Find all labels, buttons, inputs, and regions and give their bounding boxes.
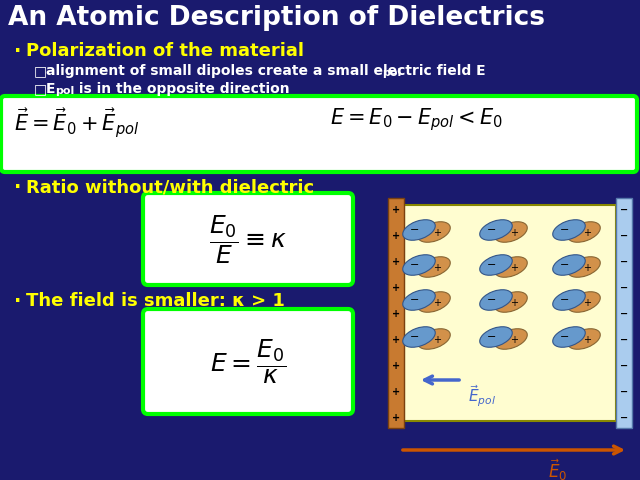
Text: −: − [487,295,497,305]
Text: Polarization of the material: Polarization of the material [26,42,304,60]
FancyBboxPatch shape [143,193,353,285]
Text: −: − [410,225,420,235]
Ellipse shape [495,222,527,242]
Text: +: + [392,413,400,423]
Text: −: − [410,295,420,305]
Text: An Atomic Description of Dielectrics: An Atomic Description of Dielectrics [8,5,545,31]
Ellipse shape [418,329,451,349]
Text: +: + [392,283,400,293]
Text: +: + [433,263,441,273]
Text: +: + [510,298,518,308]
Ellipse shape [418,257,451,277]
Text: −: − [410,260,420,270]
Text: +: + [583,335,591,345]
Text: −: − [620,335,628,345]
Ellipse shape [553,220,585,240]
Text: E: E [46,82,56,96]
Text: □: □ [34,82,47,96]
Text: $\vec{E}_{pol}$: $\vec{E}_{pol}$ [468,383,496,408]
Text: ·: · [14,292,21,311]
Text: +: + [392,335,400,345]
Ellipse shape [568,222,600,242]
FancyBboxPatch shape [1,96,637,172]
Ellipse shape [418,222,451,242]
Ellipse shape [553,255,585,275]
Ellipse shape [403,220,435,240]
Ellipse shape [553,290,585,310]
Text: −: − [620,387,628,397]
Text: $\dfrac{E_0}{E} \equiv \kappa$: $\dfrac{E_0}{E} \equiv \kappa$ [209,214,287,266]
Text: +: + [433,298,441,308]
Text: +: + [510,263,518,273]
Ellipse shape [568,292,600,312]
Text: −: − [560,260,570,270]
Text: pol: pol [382,68,401,78]
Text: −: − [410,332,420,342]
Ellipse shape [403,327,435,347]
Ellipse shape [553,327,585,347]
Text: −: − [560,225,570,235]
Ellipse shape [403,290,435,310]
Text: $\vec{E}_0$: $\vec{E}_0$ [548,458,567,480]
Text: +: + [583,263,591,273]
Text: +: + [433,228,441,238]
Text: ·: · [14,178,21,197]
Text: +: + [392,361,400,371]
Text: +: + [583,298,591,308]
Text: +: + [583,228,591,238]
Bar [388,198,404,428]
Text: +: + [510,335,518,345]
Ellipse shape [418,292,451,312]
Text: −: − [620,413,628,423]
Ellipse shape [480,290,512,310]
Bar [616,198,632,428]
Text: −: − [487,225,497,235]
Bar [404,205,616,421]
Ellipse shape [568,329,600,349]
Text: Ratio without/with dielectric: Ratio without/with dielectric [26,178,314,196]
Ellipse shape [495,292,527,312]
Text: −: − [487,260,497,270]
Text: +: + [392,309,400,319]
Ellipse shape [568,257,600,277]
Text: −: − [620,361,628,371]
Ellipse shape [480,220,512,240]
Ellipse shape [495,257,527,277]
Text: −: − [620,309,628,319]
Text: −: − [560,295,570,305]
Text: The field is smaller: κ > 1: The field is smaller: κ > 1 [26,292,285,310]
Text: −: − [487,332,497,342]
Text: $\vec{E} = \vec{E}_0 + \vec{E}_{pol}$: $\vec{E} = \vec{E}_0 + \vec{E}_{pol}$ [14,106,140,140]
Text: +: + [392,231,400,241]
Text: −: − [560,332,570,342]
Ellipse shape [480,255,512,275]
Text: $E = E_0 - E_{pol} < E_0$: $E = E_0 - E_{pol} < E_0$ [330,106,503,133]
Ellipse shape [480,327,512,347]
Text: −: − [620,257,628,267]
Text: +: + [392,205,400,215]
Text: −: − [620,231,628,241]
Text: □: □ [34,64,47,78]
Text: ·: · [14,42,21,61]
Text: +: + [510,228,518,238]
FancyBboxPatch shape [143,309,353,414]
Text: −: − [620,205,628,215]
Text: −: − [620,283,628,293]
Text: is in the opposite direction: is in the opposite direction [74,82,290,96]
Text: +: + [392,387,400,397]
Ellipse shape [403,255,435,275]
Text: +: + [433,335,441,345]
Text: +: + [392,257,400,267]
Ellipse shape [495,329,527,349]
Text: $E = \dfrac{E_0}{\kappa}$: $E = \dfrac{E_0}{\kappa}$ [210,338,286,386]
Text: pol: pol [55,86,74,96]
Text: alignment of small dipoles create a small electric field E: alignment of small dipoles create a smal… [46,64,486,78]
